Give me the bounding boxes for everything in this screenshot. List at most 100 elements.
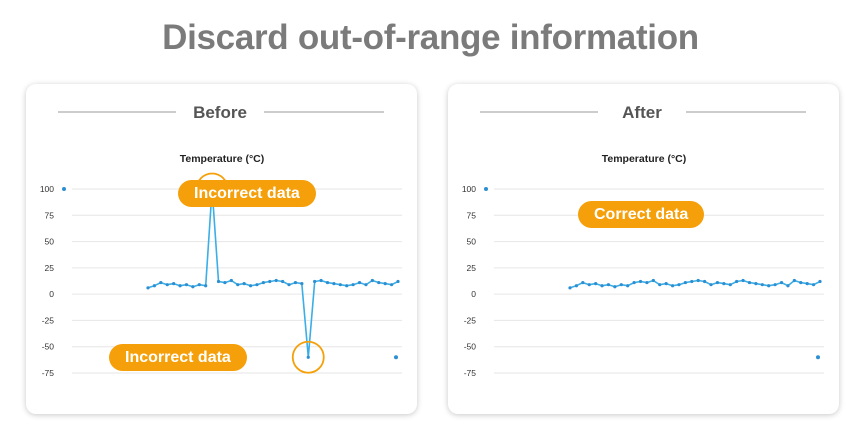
data-point (248, 284, 253, 288)
data-point (594, 282, 598, 286)
data-point (313, 279, 317, 284)
data-point (242, 282, 246, 286)
data-point (204, 284, 208, 288)
data-point (389, 283, 394, 287)
data-point (581, 280, 585, 285)
data-point (606, 283, 611, 287)
data-point (146, 286, 150, 290)
y-tick-label: 0 (471, 289, 476, 299)
data-point (677, 283, 681, 287)
data-point (396, 279, 400, 284)
y-tick-label: 100 (462, 184, 476, 194)
data-point (319, 278, 323, 283)
data-point (236, 283, 240, 287)
y-tick-label: -25 (464, 315, 477, 325)
y-tick-label: -25 (42, 315, 55, 325)
y-tick-label: 25 (45, 263, 55, 273)
data-point (722, 282, 726, 286)
data-point (773, 283, 777, 287)
temperature-series-line (569, 279, 821, 289)
y-tick-label: -75 (464, 368, 477, 378)
y-tick-label: 0 (49, 289, 54, 299)
data-point (325, 280, 330, 285)
data-point (165, 283, 169, 287)
data-point (690, 279, 694, 284)
panel-title: After (622, 103, 662, 122)
data-point (799, 280, 803, 285)
outlier-point (484, 187, 488, 191)
data-point (658, 283, 662, 287)
data-point (626, 284, 630, 288)
y-tick-label: 25 (467, 263, 477, 273)
data-point (332, 282, 336, 286)
data-point (370, 278, 374, 283)
data-point (587, 283, 591, 287)
data-point (683, 280, 687, 285)
data-point (300, 282, 304, 286)
data-point (377, 280, 381, 285)
data-point (811, 283, 816, 287)
outlier-point (62, 187, 66, 191)
incorrect-data-highlight-circle (291, 340, 325, 374)
data-point (191, 285, 195, 289)
data-point (747, 280, 752, 285)
data-point (216, 279, 221, 284)
data-point (715, 280, 720, 285)
data-point (574, 284, 579, 288)
data-point (364, 283, 368, 287)
data-point (268, 279, 272, 284)
incorrect-data-annotation-bottom: Incorrect data (109, 344, 247, 371)
data-point (255, 283, 259, 287)
data-point (159, 280, 163, 285)
y-tick-label: 50 (45, 237, 55, 247)
correct-data-annotation: Correct data (578, 201, 705, 228)
data-point (664, 282, 668, 286)
y-tick-label: 75 (467, 210, 477, 220)
data-point (568, 286, 572, 290)
y-tick-label: -50 (42, 342, 55, 352)
data-point (172, 282, 176, 286)
data-point (383, 282, 387, 286)
data-point (261, 280, 265, 285)
y-tick-label: -50 (464, 342, 477, 352)
data-point (696, 278, 700, 283)
data-point (728, 283, 732, 287)
data-point (670, 284, 675, 288)
data-point (735, 279, 739, 284)
data-point (703, 279, 707, 284)
y-tick-label: -75 (42, 368, 55, 378)
data-point (338, 283, 342, 287)
before-chart: Before Temperature (°C) 100 75 50 25 0 -25 -50 -7… (40, 103, 402, 378)
data-point (274, 278, 278, 283)
data-point (741, 278, 745, 283)
data-point (152, 284, 157, 288)
data-point (351, 283, 355, 287)
temperature-series-line (147, 188, 399, 359)
data-point (345, 284, 349, 288)
chart-title: Temperature (°C) (180, 153, 265, 165)
data-point (184, 283, 189, 287)
data-point (281, 279, 285, 284)
data-point (645, 280, 649, 285)
data-point (709, 283, 713, 287)
page-title: Discard out-of-range information (162, 18, 699, 57)
data-point (357, 280, 362, 285)
data-point (754, 282, 758, 286)
data-point (223, 280, 227, 285)
data-point (767, 284, 771, 288)
data-point (792, 278, 796, 283)
data-point (600, 284, 604, 288)
outlier-point (394, 355, 398, 360)
data-point (632, 280, 636, 285)
data-point (306, 355, 310, 359)
panel-title: Before (193, 103, 247, 122)
data-point (818, 279, 822, 284)
data-point (287, 283, 291, 287)
data-point (779, 280, 784, 285)
chart-title: Temperature (°C) (602, 153, 687, 165)
after-chart: After Temperature (°C) 100 75 50 25 0 -25 -50 -75 (462, 103, 824, 378)
data-point (760, 283, 764, 287)
after-chart-card: After Temperature (°C) 100 75 50 25 0 -25 -50 -75 (448, 84, 839, 414)
data-point (786, 284, 790, 288)
data-point (619, 283, 623, 287)
